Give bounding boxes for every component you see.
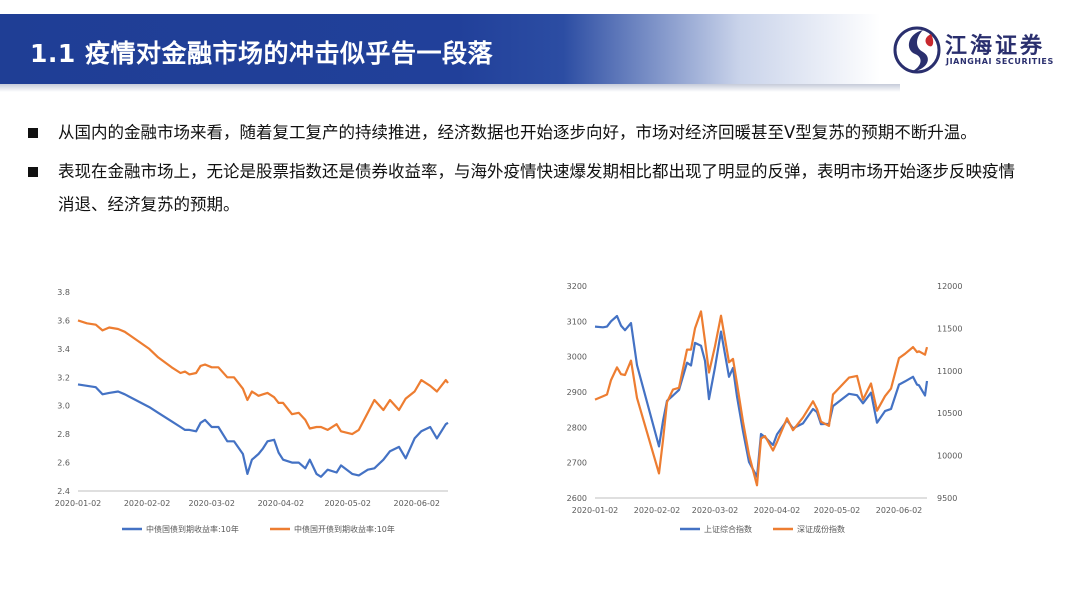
y-tick-label: 3000 <box>567 353 587 362</box>
y-right-tick-label: 12000 <box>937 282 962 291</box>
x-tick-label: 2020-01-02 <box>572 506 619 515</box>
x-tick-label: 2020-03-02 <box>188 499 235 508</box>
legend-label: 中债国债到期收益率:10年 <box>146 524 239 534</box>
bullet-square-icon <box>28 167 38 177</box>
x-tick-label: 2020-03-02 <box>692 506 739 515</box>
bond-yield-chart: 2.4 2.6 2.8 3.0 3.2 3.4 3.6 3.8 2020-01-02 2020-0… <box>55 288 449 534</box>
page-title: 1.1 疫情对金融市场的冲击似乎告一段落 <box>30 39 493 68</box>
stock-index-chart: 2600 2700 2800 2900 3000 3100 3200 9500 10000 105… <box>567 282 963 534</box>
title-bar-shadow <box>0 84 900 92</box>
bullet-item: 从国内的金融市场来看，随着复工复产的持续推进，经济数据也开始逐步向好，市场对经济… <box>26 116 1016 149</box>
y-tick-label: 3.2 <box>57 373 70 382</box>
header: 1.1 疫情对金融市场的冲击似乎告一段落 江海证券 JIANGHAI SECUR… <box>0 0 1080 92</box>
series-line <box>594 310 929 487</box>
bullet-item: 表现在金融市场上，无论是股票指数还是债券收益率，与海外疫情快速爆发期相比都出现了… <box>26 155 1016 221</box>
y-tick-label: 2800 <box>567 423 587 432</box>
x-tick-label: 2020-05-02 <box>324 499 371 508</box>
bullet-list: 从国内的金融市场来看，随着复工复产的持续推进，经济数据也开始逐步向好，市场对经济… <box>26 116 1016 227</box>
series-line <box>77 319 449 436</box>
y-tick-label: 3.8 <box>57 288 70 297</box>
bullet-square-icon <box>28 128 38 138</box>
y-tick-label: 2.4 <box>57 487 70 496</box>
company-logo: 江海证券 JIANGHAI SECURITIES <box>893 24 1073 76</box>
x-tick-label: 2020-04-02 <box>754 506 801 515</box>
y-tick-label: 2900 <box>567 388 587 397</box>
y-tick-label: 3.4 <box>57 345 70 354</box>
y-right-tick-label: 9500 <box>937 494 957 503</box>
y-right-tick-label: 10500 <box>937 409 962 418</box>
series-line <box>594 314 929 478</box>
x-tick-label: 2020-02-02 <box>634 506 681 515</box>
x-tick-label: 2020-01-02 <box>55 499 102 508</box>
x-tick-label: 2020-06-02 <box>876 506 923 515</box>
logo-name-cn: 江海证券 <box>945 34 1046 59</box>
logo-name-en: JIANGHAI SECURITIES <box>946 57 1054 66</box>
x-tick-label: 2020-04-02 <box>258 499 305 508</box>
bullet-text: 从国内的金融市场来看，随着复工复产的持续推进，经济数据也开始逐步向好，市场对经济… <box>58 123 977 142</box>
y-tick-label: 3100 <box>567 317 587 326</box>
title-bar <box>0 14 880 84</box>
x-tick-label: 2020-02-02 <box>124 499 171 508</box>
legend-label: 深证成份指数 <box>797 524 845 534</box>
y-right-tick-label: 10000 <box>937 452 962 461</box>
series-line <box>77 383 449 478</box>
legend-label: 上证综合指数 <box>704 524 752 534</box>
y-tick-label: 2700 <box>567 459 587 468</box>
y-tick-label: 3200 <box>567 282 587 291</box>
y-tick-label: 3.6 <box>57 316 70 325</box>
bullet-text: 表现在金融市场上，无论是股票指数还是债券收益率，与海外疫情快速爆发期相比都出现了… <box>58 162 1015 214</box>
jianghai-logo-icon <box>893 26 941 74</box>
y-tick-label: 2.8 <box>57 430 70 439</box>
y-right-tick-label: 11000 <box>937 367 962 376</box>
y-tick-label: 3.0 <box>57 402 70 411</box>
y-tick-label: 2.6 <box>57 459 70 468</box>
x-tick-label: 2020-05-02 <box>814 506 861 515</box>
y-right-tick-label: 11500 <box>937 324 962 333</box>
y-tick-label: 2600 <box>567 494 587 503</box>
legend-label: 中债国开债到期收益率:10年 <box>294 524 395 534</box>
x-tick-label: 2020-06-02 <box>394 499 441 508</box>
